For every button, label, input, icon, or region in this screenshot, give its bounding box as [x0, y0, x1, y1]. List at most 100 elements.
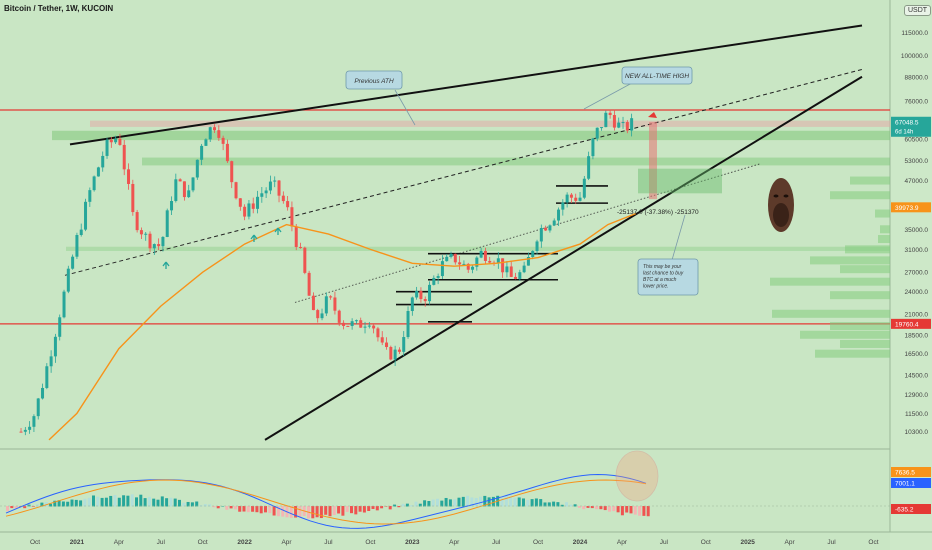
volume-profile-bar — [830, 322, 890, 331]
macd-bar — [242, 506, 246, 512]
macd-badge-bg — [891, 504, 931, 514]
time-tick-label: 2021 — [70, 539, 85, 546]
candle-body — [423, 299, 427, 302]
macd-bar — [543, 502, 547, 507]
macd-badge-bg — [891, 467, 931, 477]
callout-text: lower price. — [643, 284, 669, 290]
macd-badge: -635.2 — [891, 504, 931, 514]
time-tick-label: Jul — [660, 539, 669, 546]
macd-bar — [517, 497, 521, 507]
macd-bar — [375, 506, 379, 511]
candle-body — [165, 210, 169, 237]
callout-text: This may be your — [643, 264, 682, 270]
callout-pointer — [394, 89, 416, 126]
candle-body — [569, 194, 573, 198]
time-tick-label: Oct — [198, 539, 208, 546]
callout-previous-ath: Previous ATH — [345, 70, 416, 126]
macd-bar — [298, 506, 302, 518]
macd-bar — [251, 506, 255, 512]
price-tick-label: 12900.0 — [905, 392, 929, 399]
candle-body — [200, 145, 204, 160]
candle-body — [105, 139, 109, 156]
macd-bar — [203, 504, 207, 507]
time-tick-label: Apr — [281, 539, 292, 546]
price-tick-label: 115000.0 — [901, 30, 928, 37]
candle-body — [462, 263, 466, 265]
macd-bar — [612, 506, 616, 512]
macd-bar — [552, 501, 556, 507]
macd-bar — [276, 506, 280, 517]
price-badge: 67048.5 6d 14h — [891, 116, 931, 137]
macd-bar — [147, 496, 151, 507]
macd-bar — [152, 498, 156, 507]
currency-unit-button[interactable]: USDT — [904, 5, 932, 16]
price-tick-label: 10300.0 — [905, 429, 929, 436]
candle-body — [621, 122, 625, 124]
price-tick-label: 35000.0 — [905, 227, 929, 234]
price-tick-label: 11500.0 — [905, 411, 928, 418]
macd-bar — [362, 506, 366, 513]
time-tick-label: Apr — [449, 539, 460, 546]
upper-trendline — [69, 24, 863, 146]
macd-highlight-circle — [615, 450, 659, 502]
macd-badge-label: 7636.5 — [895, 470, 915, 477]
macd-bar — [642, 506, 646, 516]
candle-body — [131, 183, 135, 213]
macd-badge-bg — [891, 478, 931, 488]
candle-body — [557, 209, 561, 221]
callout-pointer — [583, 82, 633, 110]
macd-bar — [582, 506, 586, 510]
candle-body — [127, 169, 131, 184]
candle-body — [286, 201, 290, 208]
macd-bar — [388, 506, 392, 510]
macd-bar — [491, 496, 495, 507]
macd-pane — [0, 450, 890, 532]
price-tick-label: 21000.0 — [905, 311, 929, 318]
candle-body — [23, 429, 27, 432]
candle-body — [406, 311, 410, 338]
candle-body — [49, 356, 53, 367]
candle-body — [565, 194, 569, 203]
price-badge-label: 39973.9 — [895, 205, 919, 212]
candle-body — [329, 296, 333, 298]
macd-bar — [143, 498, 147, 507]
candle-body — [268, 181, 272, 191]
candle-body — [380, 337, 384, 343]
callout-new-ath: NEW ALL-TIME HIGH — [583, 66, 693, 110]
candle-body — [79, 229, 83, 236]
macd-bar — [526, 499, 530, 507]
macd-bar — [165, 498, 169, 507]
volume-profile-bar — [772, 309, 890, 318]
candle-body — [273, 180, 277, 182]
macd-bar — [470, 497, 474, 507]
candle-body — [389, 347, 393, 360]
macd-bar — [444, 497, 448, 507]
macd-bar — [633, 506, 637, 515]
macd-bar — [509, 495, 513, 507]
macd-bar — [259, 506, 263, 514]
macd-bar — [130, 494, 134, 507]
macd-bar — [264, 506, 267, 513]
macd-bar — [289, 506, 293, 518]
candle-body — [264, 190, 268, 194]
candle-body — [337, 310, 341, 323]
macd-bar — [36, 504, 40, 507]
macd-bar — [337, 506, 341, 514]
macd-bar — [367, 506, 371, 511]
candle-body — [62, 291, 66, 318]
macd-bar — [414, 501, 418, 507]
time-tick-label: Jul — [324, 539, 333, 546]
dotted-trendline — [294, 163, 761, 303]
time-tick-label: Oct — [365, 539, 375, 546]
support-arrow — [274, 227, 282, 235]
candle-body — [170, 200, 174, 211]
macd-bar — [423, 500, 427, 507]
macd-bar — [135, 497, 138, 507]
candle-body — [58, 317, 62, 337]
candle-body — [600, 127, 604, 129]
macd-bar — [49, 503, 52, 507]
candle-body — [303, 247, 307, 273]
price-tick-label: 100000.0 — [901, 53, 928, 60]
callout-box — [345, 70, 403, 90]
